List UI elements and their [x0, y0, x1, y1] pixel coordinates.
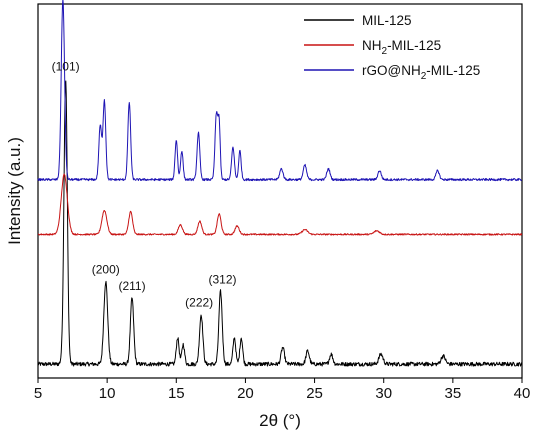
x-axis: 5 10 15 20 25 30 35 40	[34, 378, 531, 402]
legend-label: MIL-125	[362, 13, 412, 28]
plot-frame	[37, 3, 523, 379]
x-tick-label: 15	[168, 385, 185, 402]
x-axis-title: 2θ (°)	[259, 411, 301, 430]
x-tick-label: 20	[237, 385, 254, 402]
x-tick-label: 30	[375, 385, 392, 402]
peak-label: (312)	[209, 273, 237, 287]
y-axis-title: Intensity (a.u.)	[5, 137, 24, 245]
peak-label: (222)	[185, 296, 213, 310]
x-tick-label: 5	[34, 385, 42, 402]
series-line-2	[37, 173, 523, 236]
peak-label: (211)	[118, 279, 145, 293]
x-tick-label: 25	[306, 385, 323, 402]
series-line-1	[37, 80, 523, 367]
peak-label: (200)	[92, 263, 120, 277]
legend: MIL-125 NH2-MIL-125 rGO@NH2-MIL-125	[304, 13, 480, 82]
peak-label: (101)	[52, 60, 80, 74]
x-tick-label: 40	[514, 385, 531, 402]
series-layer	[37, 0, 523, 367]
series-line-3	[37, 0, 522, 182]
legend-label: rGO@NH2-MIL-125	[362, 63, 480, 82]
legend-label: NH2-MIL-125	[362, 38, 441, 57]
peak-annotations: (101) (200) (211) (222) (312)	[52, 60, 237, 310]
x-tick-label: 35	[445, 385, 462, 402]
x-tick-label: 10	[99, 385, 116, 402]
